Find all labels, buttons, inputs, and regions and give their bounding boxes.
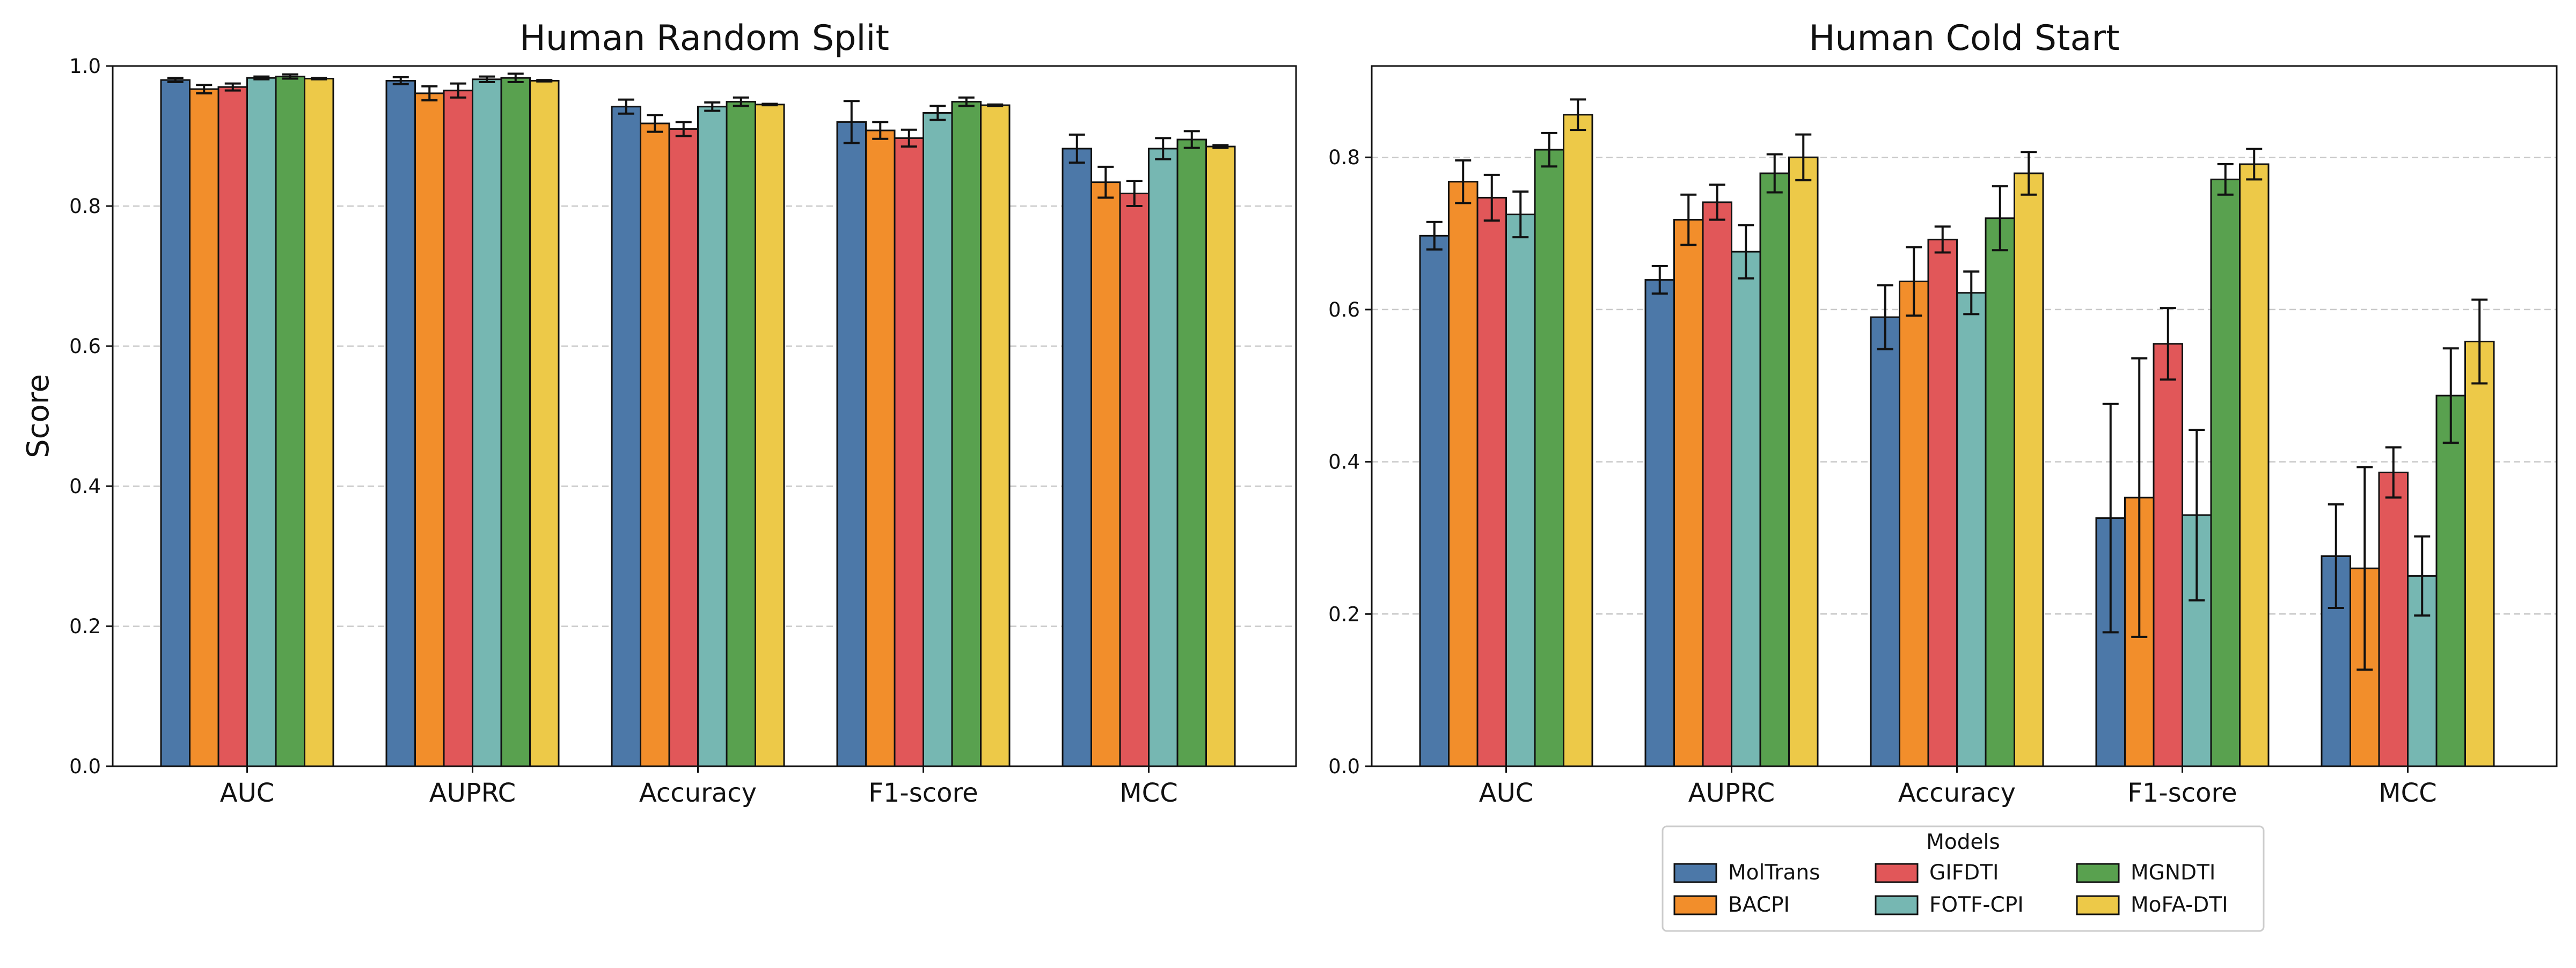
x-tick-label: MCC: [2379, 778, 2436, 808]
chart-title: Human Random Split: [519, 18, 889, 58]
x-tick-label: AUC: [220, 778, 274, 808]
bar: [980, 104, 1011, 767]
bar: [2239, 163, 2270, 767]
bar: [611, 106, 641, 767]
legend: Models MolTrans BACPI GIFDTI FOTF-CPI MGNDTI M…: [1662, 825, 2265, 932]
x-tick-label: Accuracy: [1898, 778, 2016, 808]
legend-title: Models: [1926, 830, 2000, 854]
y-tick-label: 0.8: [1328, 146, 1360, 169]
x-tick-label: MCC: [1119, 778, 1177, 808]
bar: [2435, 394, 2466, 767]
legend-swatch: [2076, 895, 2120, 915]
bar: [472, 78, 502, 767]
bar: [443, 90, 473, 767]
legend-swatch: [1875, 895, 1919, 915]
bar: [217, 86, 248, 767]
x-tick-label: AUC: [1479, 778, 1533, 808]
bar: [304, 77, 334, 767]
bar: [2210, 178, 2241, 767]
bar: [160, 79, 191, 767]
cold-start-panel: 0.0 0.2 0.4 0.6 0.8 AUC AUPRC Accuracy F1-score M…: [1328, 18, 2558, 808]
bar: [1731, 251, 1761, 767]
bar: [836, 121, 867, 767]
x-tick-label: F1-score: [868, 778, 978, 808]
y-tick-label: 0.2: [69, 615, 101, 638]
x-tick-label: AUPRC: [1688, 778, 1775, 808]
bar: [500, 77, 531, 767]
y-tick-label: 0.0: [1328, 755, 1360, 778]
bar: [246, 77, 277, 767]
bar: [697, 106, 728, 767]
random-split-panel: 0.0 0.2 0.4 0.6 0.8 1.0 AUC AUPRC Accuracy F1-sco…: [21, 18, 1297, 808]
bar: [726, 101, 756, 767]
bar: [2014, 172, 2044, 767]
bar: [1644, 279, 1675, 767]
legend-swatch: [1673, 895, 1717, 915]
x-tick-label: AUPRC: [429, 778, 516, 808]
bar: [1870, 316, 1900, 767]
y-tick-label: 0.8: [69, 195, 101, 218]
bar: [414, 92, 445, 767]
bar: [640, 122, 670, 767]
bar: [1702, 201, 1732, 767]
legend-swatch: [1673, 863, 1717, 883]
x-tick-label: Accuracy: [639, 778, 757, 808]
bar: [1899, 280, 1929, 767]
bar: [923, 112, 953, 767]
y-axis-label: Score: [21, 374, 56, 458]
bar: [2153, 343, 2183, 767]
y-tick-label: 0.4: [69, 475, 101, 498]
bar: [668, 128, 699, 767]
bar: [275, 76, 305, 767]
bar: [1673, 219, 1704, 767]
bar: [1759, 172, 1790, 767]
legend-swatch: [2076, 863, 2120, 883]
legend-label: MGNDTI: [2131, 861, 2215, 885]
bar: [1927, 238, 1958, 767]
y-tick-label: 0.4: [1328, 451, 1360, 474]
bar: [385, 79, 416, 767]
bar: [1563, 114, 1593, 767]
bar: [1505, 214, 1536, 767]
bar: [951, 101, 982, 767]
bar: [189, 88, 219, 767]
bar: [1448, 181, 1479, 767]
bar: [1788, 156, 1819, 767]
axes-frame: [112, 65, 1297, 767]
legend-label: MoFA-DTI: [2131, 893, 2228, 917]
legend-label: BACPI: [1728, 893, 1790, 917]
bar: [2378, 471, 2409, 767]
bar: [1985, 217, 2015, 767]
bar: [1176, 138, 1207, 767]
bar: [1119, 193, 1150, 767]
chart-title: Human Cold Start: [1809, 18, 2119, 58]
x-tick-label: F1-score: [2127, 778, 2237, 808]
legend-label: MolTrans: [1728, 861, 1820, 885]
bar: [1148, 148, 1179, 767]
bar: [1091, 181, 1121, 767]
y-tick-label: 0.6: [69, 335, 101, 358]
y-tick-label: 0.2: [1328, 603, 1360, 626]
bar: [1205, 145, 1236, 767]
y-tick-label: 0.0: [69, 755, 101, 778]
bar: [894, 137, 924, 767]
legend-swatch: [1875, 863, 1919, 883]
axes-frame: [1371, 65, 2558, 767]
bar: [755, 104, 785, 767]
bar: [529, 79, 560, 767]
bar: [1476, 196, 1507, 767]
bar: [1419, 234, 1450, 767]
bar: [1062, 148, 1092, 767]
legend-label: GIFDTI: [1929, 861, 1999, 885]
bar: [2464, 340, 2495, 767]
bar: [1534, 149, 1564, 767]
y-tick-label: 1.0: [69, 55, 101, 78]
legend-label: FOTF-CPI: [1929, 893, 2024, 917]
bar: [1956, 292, 1987, 767]
bar: [865, 129, 896, 767]
y-tick-label: 0.6: [1328, 298, 1360, 321]
